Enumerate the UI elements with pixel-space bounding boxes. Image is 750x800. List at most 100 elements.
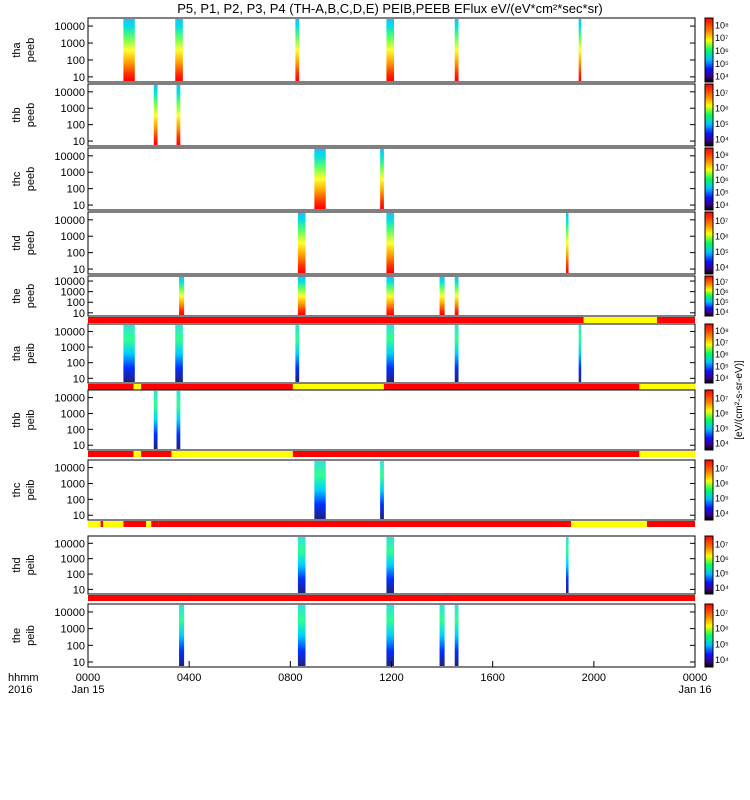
colorbar-tick-5: 10⁸ [715,326,729,336]
burst-the-peeb-1 [297,277,306,315]
colorbar-tick-2: 10⁷ [715,163,728,173]
x-tick-label-5: 2000 [582,672,606,684]
y-tick-label-6: 10 [73,440,85,452]
y-tick-label-8: 1000 [61,554,85,566]
burst-the-peib-3 [439,605,445,666]
y-tick-label-9: 100 [67,640,85,652]
burst-the-peeb-2 [386,277,395,315]
y-tick-label-2: 10 [73,200,85,212]
burst-the-peeb-4 [454,277,459,315]
y-tick-label-9: 10000 [54,607,85,619]
burst-tha-peeb-4 [454,19,459,81]
x-tick-date-0: Jan 15 [71,684,104,696]
burst-thb-peib-1 [176,391,181,449]
colorbar-tick-7: 10⁷ [715,464,728,474]
x-tick-label-2: 0800 [278,672,302,684]
burst-thd-peeb-1 [386,213,395,273]
burst-thd-peib-1 [386,537,395,593]
colorbar-tick-7: 10⁶ [715,479,729,489]
x-tick-label-3: 1200 [379,672,403,684]
y-tick-label-8: 10 [73,584,85,596]
burst-the-peib-2 [386,605,395,666]
panel-probe-label-1: thb [11,107,23,122]
panel-probe-label-6: thb [11,412,23,427]
colorbar-tick-2: 10⁴ [715,200,729,210]
colorbar-tick-4: 10⁵ [715,297,729,307]
colorbar-tick-0: 10⁴ [715,72,729,82]
mode-bar-thb-peib-4 [292,451,640,457]
mode-bar-thb-peib-3 [171,451,293,457]
colorbar-9 [704,603,714,668]
panel-frame-0 [87,17,696,83]
mode-bar-thc-peib-4 [146,521,152,527]
burst-tha-peeb-2 [295,19,300,81]
panel-instrument-label-8: peib [25,555,37,576]
colorbar-0 [704,17,714,83]
mode-bar-thc-peib-0 [88,521,101,527]
panel-probe-label-3: thd [11,235,23,250]
panel-instrument-label-0: peeb [25,38,37,62]
panel-instrument-label-3: peeb [25,231,37,255]
colorbar-tick-1: 10⁴ [715,134,729,144]
y-tick-label-4: 10 [73,308,85,320]
y-tick-label-7: 10 [73,510,85,522]
panel-frame-5 [87,323,696,384]
panel-frame-6 [87,389,696,451]
colorbar-4 [704,275,714,317]
burst-tha-peib-4 [454,325,459,382]
y-tick-label-0: 100 [67,55,85,67]
colorbar-tick-7: 10⁴ [715,509,729,519]
y-tick-label-6: 100 [67,424,85,436]
burst-thd-peib-2 [566,537,569,593]
colorbar-tick-0: 10⁸ [715,20,729,30]
burst-tha-peeb-0 [123,19,135,81]
burst-thb-peeb-0 [153,85,158,145]
panel-frame-8 [87,535,696,595]
colorbar-7 [704,459,714,521]
burst-thd-peib-0 [297,537,306,593]
mode-bar-thc-peib-3 [123,521,147,527]
panel-instrument-label-9: peib [25,625,37,646]
panel-probe-label-9: the [11,628,23,643]
burst-tha-peib-3 [386,325,395,382]
colorbar-tick-0: 10⁵ [715,59,729,69]
y-tick-label-2: 10000 [54,151,85,163]
colorbar-2 [704,147,714,211]
y-tick-label-1: 1000 [61,103,85,115]
colorbar-tick-5: 10⁷ [715,338,728,348]
panel-probe-label-5: tha [11,345,23,361]
y-tick-label-7: 100 [67,494,85,506]
colorbar-tick-6: 10⁴ [715,439,729,449]
burst-tha-peib-1 [175,325,183,382]
colorbar-tick-9: 10⁴ [715,655,729,665]
mode-bar-tha-peib-1 [133,384,142,390]
mode-bar-tha-peib-3 [292,384,384,390]
burst-the-peeb-0 [179,277,185,315]
x-tick-label-4: 1600 [480,672,504,684]
colorbar-5 [704,323,714,384]
y-tick-label-8: 10000 [54,538,85,550]
panel-instrument-label-7: peib [25,480,37,501]
panel-frame-2 [87,147,696,211]
y-tick-label-0: 1000 [61,38,85,50]
y-tick-label-5: 1000 [61,342,85,354]
burst-tha-peib-5 [578,325,582,382]
colorbar-1 [704,83,714,147]
burst-thc-peeb-1 [380,149,384,209]
mode-bar-tha-peib-2 [141,384,293,390]
colorbar-tick-4: 10⁶ [715,287,729,297]
panel-probe-label-0: tha [11,41,23,57]
y-tick-label-9: 1000 [61,624,85,636]
mode-bar-the-peeb-1 [583,317,658,323]
mode-bar-thc-peib-8 [646,521,695,527]
y-tick-label-2: 1000 [61,167,85,179]
mode-bar-thd-peib-0 [88,595,695,601]
burst-thc-peib-0 [314,461,326,519]
y-tick-label-3: 10 [73,264,85,276]
y-tick-label-7: 1000 [61,478,85,490]
colorbar-tick-0: 10⁶ [715,46,729,56]
colorbar-tick-8: 10⁶ [715,554,729,564]
colorbar-tick-5: 10⁶ [715,350,729,360]
colorbar-tick-6: 10⁵ [715,424,729,434]
